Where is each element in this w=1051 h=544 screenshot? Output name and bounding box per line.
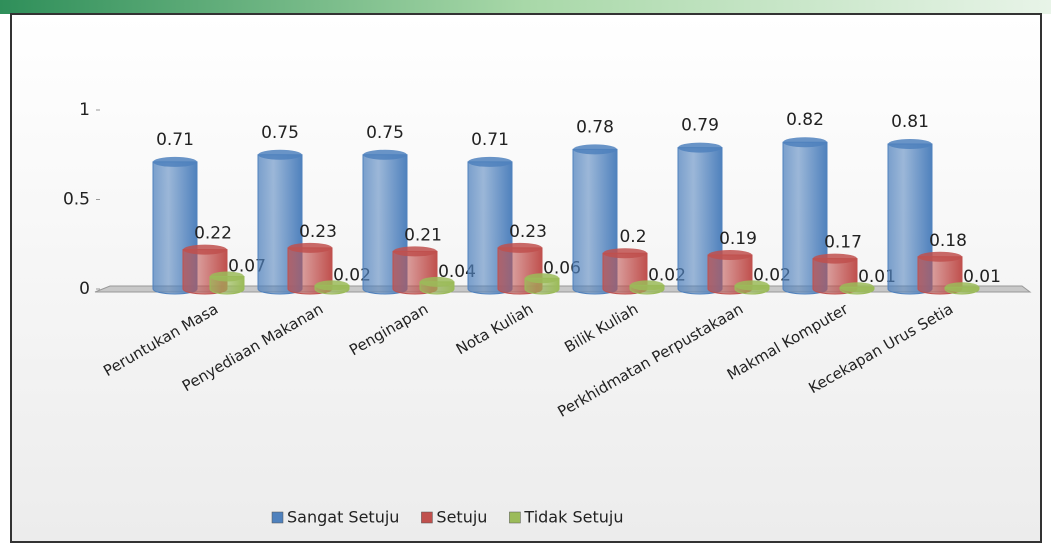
bar-top	[603, 248, 647, 259]
data-label: 0.23	[299, 222, 337, 242]
bar	[209, 275, 245, 295]
data-label: 0.75	[261, 123, 299, 143]
data-label: 0.75	[366, 123, 404, 143]
bar-top	[258, 149, 302, 160]
legend-label: Tidak Setuju	[523, 508, 623, 527]
bar-top	[735, 280, 769, 291]
data-label: 0.71	[156, 130, 194, 150]
data-label: 0.79	[681, 116, 719, 136]
bar-top	[888, 139, 932, 150]
data-label: 0.02	[333, 265, 371, 285]
data-label: 0.78	[576, 117, 614, 137]
legend-label: Setuju	[436, 508, 487, 527]
bar-top	[393, 246, 437, 257]
bar-top	[630, 280, 664, 291]
bar-top	[288, 242, 332, 253]
bar-top	[363, 149, 407, 160]
data-label: 0.04	[438, 262, 476, 282]
bar-top	[468, 156, 512, 167]
bar-top	[918, 251, 962, 262]
bar-top	[840, 282, 874, 293]
y-tick-label: 1	[79, 100, 90, 120]
data-label: 0.81	[891, 112, 929, 132]
data-label: 0.07	[228, 256, 266, 276]
bar-top	[153, 156, 197, 167]
data-label: 0.01	[858, 267, 896, 287]
bar-top	[678, 142, 722, 153]
bar-top	[210, 271, 244, 282]
legend-swatch	[421, 511, 433, 524]
bar-top	[420, 276, 454, 287]
legend-label: Sangat Setuju	[287, 508, 399, 527]
bar-top	[315, 280, 349, 291]
data-label: 0.02	[648, 265, 686, 285]
y-tick-label: 0	[79, 279, 90, 299]
bar-top	[183, 244, 227, 255]
bar-top	[573, 144, 617, 155]
data-label: 0.21	[404, 225, 442, 245]
legend-swatch	[271, 511, 284, 524]
data-label: 0.82	[786, 110, 824, 130]
bar-top	[498, 242, 542, 253]
bar-top	[525, 273, 559, 284]
y-tick-label: 0.5	[63, 190, 90, 210]
bar-top	[783, 137, 827, 148]
bar-top	[708, 249, 752, 260]
data-label: 0.18	[929, 231, 967, 251]
data-label: 0.06	[543, 258, 581, 278]
data-label: 0.23	[509, 222, 547, 242]
data-label: 0.01	[963, 267, 1001, 287]
bar-top	[945, 282, 979, 293]
data-label: 0.2	[619, 227, 646, 247]
legend-swatch	[509, 511, 521, 524]
data-label: 0.02	[753, 265, 791, 285]
top-strip	[0, 0, 1051, 14]
data-label: 0.71	[471, 130, 509, 150]
bar-top	[813, 253, 857, 264]
data-label: 0.17	[824, 233, 862, 253]
data-label: 0.22	[194, 224, 232, 244]
data-label: 0.19	[719, 229, 757, 249]
